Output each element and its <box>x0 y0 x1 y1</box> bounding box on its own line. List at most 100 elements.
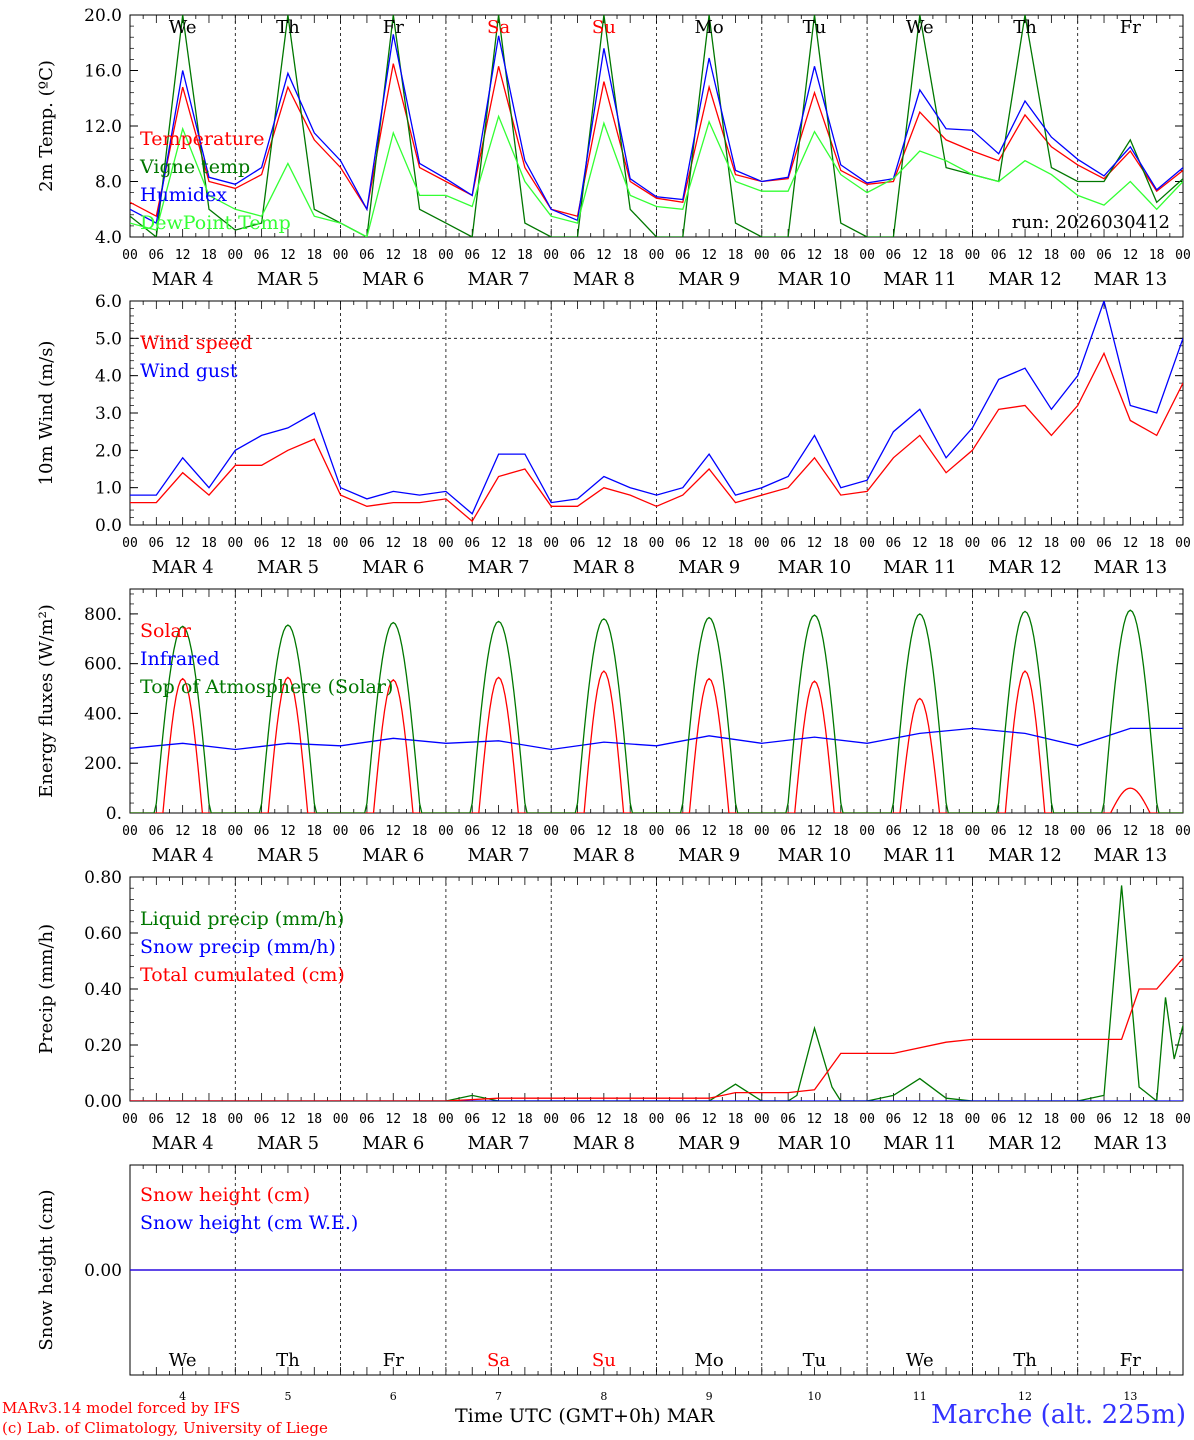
hour-label: 00 <box>543 248 559 263</box>
hour-label: 18 <box>833 536 849 551</box>
hour-label: 12 <box>491 1112 507 1127</box>
hour-label: 12 <box>1017 248 1033 263</box>
y-axis-title: 2m Temp. (ºC) <box>36 60 57 192</box>
date-label: MAR 6 <box>362 1133 424 1154</box>
legend-wind-gust: Wind gust <box>140 360 238 382</box>
hour-label: 00 <box>1070 1112 1086 1127</box>
hour-label: 18 <box>306 1112 322 1127</box>
hour-label: 12 <box>807 1112 823 1127</box>
day-number: 13 <box>1123 1390 1137 1403</box>
hour-label: 12 <box>912 536 928 551</box>
y-tick-label: 1.0 <box>95 479 122 499</box>
hour-label: 06 <box>780 1112 796 1127</box>
hour-label: 18 <box>412 824 428 839</box>
legend-snow-precip-mm-h-: Snow precip (mm/h) <box>140 936 336 958</box>
hour-label: 06 <box>675 1112 691 1127</box>
hour-label: 00 <box>438 536 454 551</box>
date-label: MAR 7 <box>467 557 529 578</box>
y-tick-label: 0.0 <box>95 516 122 536</box>
hour-label: 18 <box>1044 1112 1060 1127</box>
hour-label: 18 <box>201 536 217 551</box>
hour-label: 06 <box>359 1112 375 1127</box>
hour-label: 12 <box>385 248 401 263</box>
hour-label: 00 <box>859 248 875 263</box>
hour-label: 12 <box>912 248 928 263</box>
hour-label: 18 <box>1149 536 1165 551</box>
hour-label: 06 <box>464 536 480 551</box>
hour-label: 06 <box>991 536 1007 551</box>
hour-label: 00 <box>754 824 770 839</box>
day-number: 5 <box>284 1390 291 1403</box>
legend-top-of-atmosphere-solar-: Top of Atmosphere (Solar) <box>140 676 393 698</box>
hour-label: 12 <box>701 824 717 839</box>
hour-label: 06 <box>886 1112 902 1127</box>
day-number: 8 <box>600 1390 607 1403</box>
y-tick-label: 200. <box>84 754 122 774</box>
series-line-wind-gust <box>130 301 1183 515</box>
hour-label: 12 <box>280 536 296 551</box>
hour-label: 00 <box>754 248 770 263</box>
hour-label: 18 <box>938 536 954 551</box>
hour-label: 00 <box>122 536 138 551</box>
series-line-infrared <box>130 727 1183 751</box>
date-label: MAR 13 <box>1094 269 1168 290</box>
y-axis-title: Energy fluxes (W/m²) <box>36 604 57 798</box>
hour-label: 00 <box>543 1112 559 1127</box>
lab-credit: (c) Lab. of Climatology, University of L… <box>2 1419 328 1437</box>
day-name: We <box>169 17 197 38</box>
hour-label: 18 <box>728 824 744 839</box>
legend-liquid-precip-mm-h-: Liquid precip (mm/h) <box>140 908 344 930</box>
hour-label: 18 <box>728 248 744 263</box>
hour-label: 12 <box>807 248 823 263</box>
day-name: Mo <box>695 17 724 38</box>
day-name: Fr <box>1120 1350 1141 1371</box>
date-label: MAR 8 <box>573 269 635 290</box>
hour-label: 06 <box>570 248 586 263</box>
hour-label: 00 <box>543 536 559 551</box>
hour-label: 18 <box>622 248 638 263</box>
date-label: MAR 7 <box>467 1133 529 1154</box>
hour-label: 00 <box>438 824 454 839</box>
hour-label: 18 <box>728 536 744 551</box>
legend-total-cumulated-cm-: Total cumulated (cm) <box>140 964 345 986</box>
day-name: Fr <box>383 1350 404 1371</box>
hour-label: 18 <box>1044 536 1060 551</box>
date-label: MAR 8 <box>573 1133 635 1154</box>
hour-label: 00 <box>965 1112 981 1127</box>
hour-label: 06 <box>254 536 270 551</box>
hour-label: 18 <box>833 1112 849 1127</box>
hour-label: 12 <box>491 536 507 551</box>
hour-label: 18 <box>622 536 638 551</box>
hour-label: 06 <box>254 248 270 263</box>
hour-label: 12 <box>385 824 401 839</box>
y-tick-label: 0.00 <box>84 1092 122 1112</box>
date-label: MAR 12 <box>988 557 1062 578</box>
hour-label: 06 <box>675 824 691 839</box>
hour-label: 00 <box>438 1112 454 1127</box>
hour-label: 18 <box>1044 824 1060 839</box>
hour-label: 12 <box>1123 536 1139 551</box>
y-tick-label: 4.0 <box>95 228 122 248</box>
panel-2: 0.0 1.0 2.0 3.0 4.0 5.0 6.0 10m Wind (m/s) 00 06 1… <box>36 292 1191 578</box>
hour-label: 18 <box>517 248 533 263</box>
hour-label: 06 <box>148 824 164 839</box>
series-group <box>130 609 1183 813</box>
series-line-wind-speed <box>130 351 1183 523</box>
date-label: MAR 12 <box>988 269 1062 290</box>
hour-label: 06 <box>1096 824 1112 839</box>
y-tick-label: 0.60 <box>84 924 122 944</box>
hour-label: 12 <box>280 1112 296 1127</box>
hour-label: 12 <box>1017 1112 1033 1127</box>
hour-label: 06 <box>148 536 164 551</box>
date-label: MAR 10 <box>778 845 852 866</box>
date-label: MAR 7 <box>467 269 529 290</box>
hour-label: 18 <box>833 248 849 263</box>
hour-label: 18 <box>622 1112 638 1127</box>
date-label: MAR 11 <box>883 1133 957 1154</box>
hour-label: 00 <box>1175 248 1191 263</box>
hour-label: 00 <box>227 536 243 551</box>
hour-label: 18 <box>306 824 322 839</box>
date-label: MAR 4 <box>152 269 214 290</box>
date-label: MAR 6 <box>362 845 424 866</box>
date-label: MAR 12 <box>988 845 1062 866</box>
